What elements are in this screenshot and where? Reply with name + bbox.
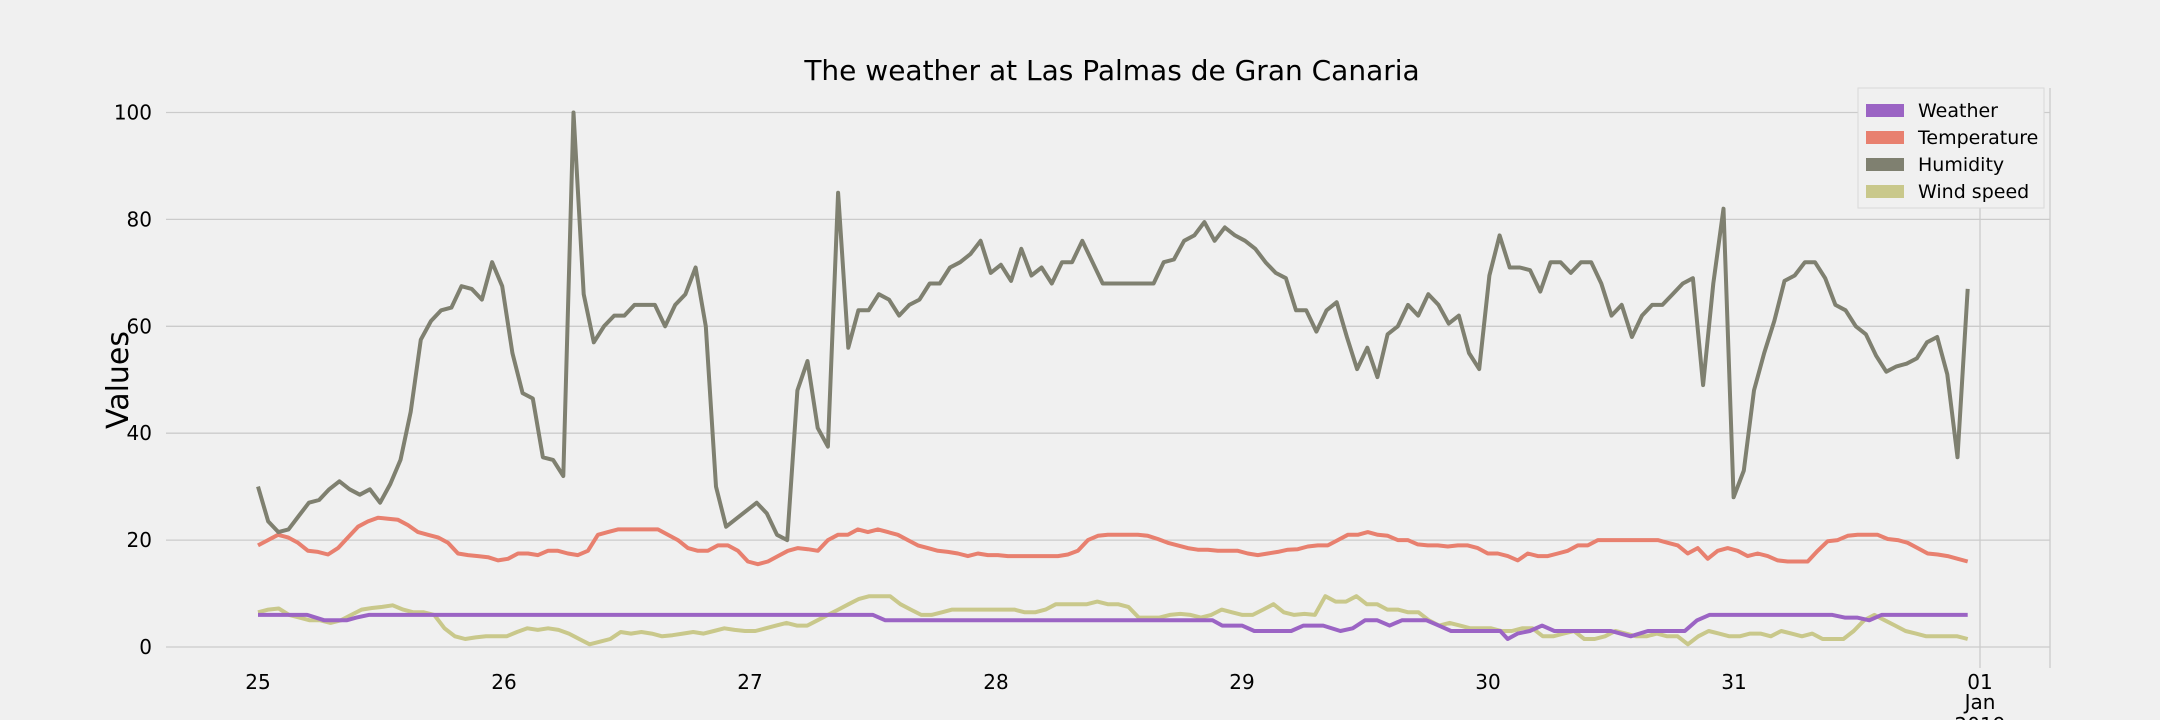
y-tick-labels: 0 20 40 60 80 100 xyxy=(114,101,152,660)
legend-swatch-temperature xyxy=(1866,131,1904,144)
y-axis-label: Values xyxy=(101,331,136,429)
y-tick-label: 40 xyxy=(127,421,152,445)
y-tick-label: 100 xyxy=(114,101,152,125)
x-tick-label: 31 xyxy=(1721,670,1746,694)
legend: Weather Temperature Humidity Wind speed xyxy=(1857,87,2045,209)
legend-label-wind-speed: Wind speed xyxy=(1918,181,2029,203)
legend-swatch-weather xyxy=(1866,104,1904,117)
y-tick-label: 80 xyxy=(127,207,152,231)
y-gridlines xyxy=(166,111,2050,648)
x-tick-label: 29 xyxy=(1229,670,1254,694)
legend-label-weather: Weather xyxy=(1918,100,1998,122)
chart-title: The weather at Las Palmas de Gran Canari… xyxy=(803,54,1419,87)
legend-label-humidity: Humidity xyxy=(1918,154,2004,176)
y-tick-label: 0 xyxy=(139,635,152,659)
x-tick-labels: 25 26 27 28 29 30 31 01Jan2019 xyxy=(245,670,2005,720)
legend-swatch-humidity xyxy=(1866,158,1904,171)
x-tick-label: 25 xyxy=(245,670,270,694)
x-tick-sublabel: 2019 xyxy=(1955,713,2006,720)
x-tick-sublabel: Jan xyxy=(1963,690,1996,714)
x-tick-label: 27 xyxy=(737,670,762,694)
series-line-weather xyxy=(258,612,1968,641)
series-lines xyxy=(256,110,1970,647)
series-line-temperature xyxy=(257,515,1969,567)
y-tick-label: 20 xyxy=(127,528,152,552)
x-tick-label: 28 xyxy=(983,670,1008,694)
x-tick-label: 30 xyxy=(1475,670,1500,694)
legend-label-temperature: Temperature xyxy=(1917,127,2038,149)
x-tick-label: 01 xyxy=(1967,670,1992,694)
x-tick-label: 26 xyxy=(491,670,516,694)
legend-swatch-wind-speed xyxy=(1866,185,1904,198)
series-line-humidity xyxy=(256,110,1970,543)
y-tick-label: 60 xyxy=(127,314,152,338)
series-line-wind-speed xyxy=(257,594,1969,647)
